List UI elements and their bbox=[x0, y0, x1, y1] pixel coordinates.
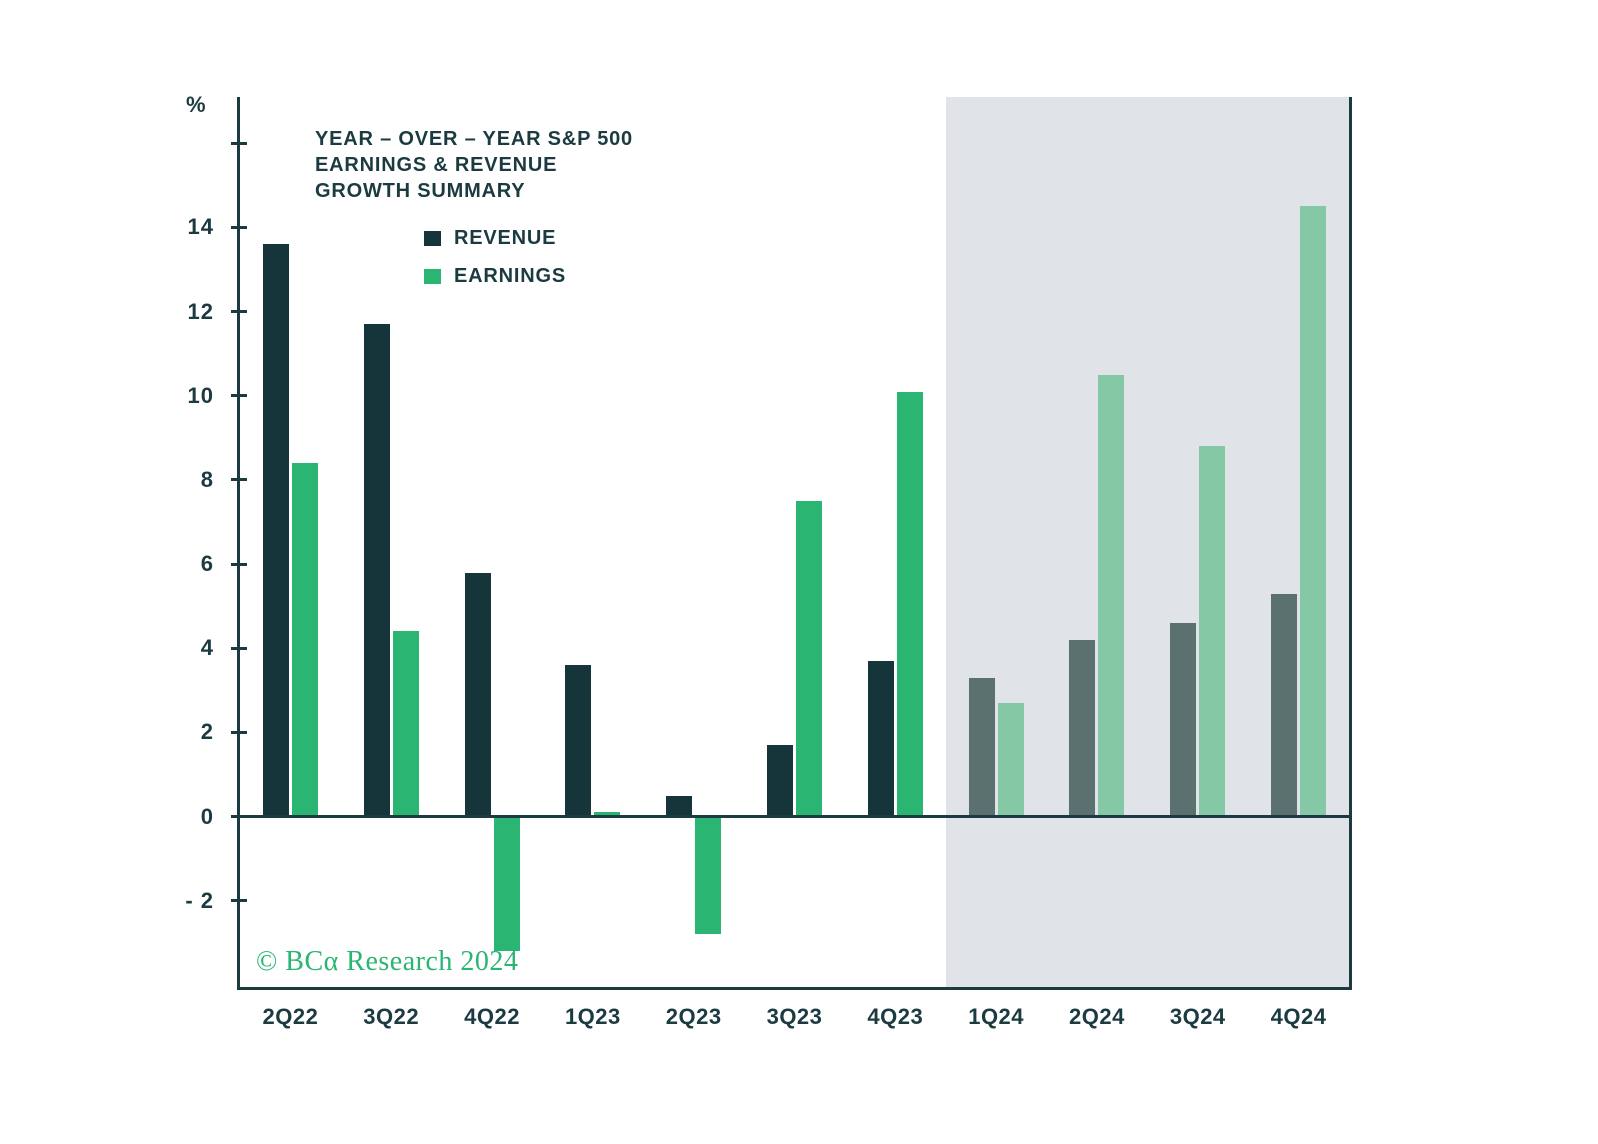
bar-revenue-3Q23 bbox=[767, 745, 793, 817]
y-tick-label-2: 2 bbox=[200, 719, 214, 745]
y-tick-label-0: 0 bbox=[200, 803, 214, 829]
bar-revenue-1Q23 bbox=[565, 665, 592, 817]
y-tick-label-14: 14 bbox=[187, 214, 214, 240]
bar-revenue-2Q22 bbox=[262, 244, 289, 817]
x-axis-label-4Q24: 4Q24 bbox=[1270, 1004, 1327, 1029]
y-tick-16 bbox=[231, 141, 247, 145]
x-axis-label-3Q23: 3Q23 bbox=[766, 1004, 823, 1029]
y-tick-14 bbox=[231, 225, 247, 229]
y-tick--2 bbox=[231, 899, 247, 903]
bar-revenue-2Q24 bbox=[1069, 639, 1096, 817]
chart-title-line-2: EARNINGS & REVENUE bbox=[315, 154, 558, 176]
bar-earnings-3Q24 bbox=[1199, 446, 1226, 817]
bar-earnings-2Q24 bbox=[1098, 374, 1125, 817]
zero-axis-line bbox=[240, 815, 1349, 819]
y-tick-10 bbox=[231, 394, 247, 398]
y-tick-label-4: 4 bbox=[200, 635, 214, 661]
bar-earnings-3Q23 bbox=[796, 500, 822, 817]
legend-label-revenue: REVENUE bbox=[454, 227, 557, 249]
legend-item-earnings: EARNINGS bbox=[424, 265, 566, 288]
y-tick-label--2: - 2 bbox=[185, 887, 214, 913]
y-tick-12 bbox=[231, 310, 247, 314]
chart-title-line-1: YEAR – OVER – YEAR S&P 500 bbox=[315, 128, 633, 150]
revenue-swatch-icon bbox=[424, 231, 441, 246]
y-tick-6 bbox=[231, 562, 247, 566]
bar-earnings-3Q22 bbox=[392, 631, 419, 817]
bar-earnings-1Q24 bbox=[997, 702, 1024, 817]
bar-earnings-1Q23 bbox=[594, 812, 621, 817]
bar-revenue-4Q24 bbox=[1271, 593, 1298, 817]
plot-area: 14 12 10 8 6 4 2 0 - 2 2Q22 3Q22 4Q22 1Q23 2Q23 3Q23 4Q… bbox=[185, 97, 1352, 1029]
legend-label-earnings: EARNINGS bbox=[454, 265, 566, 287]
x-axis-label-1Q23: 1Q23 bbox=[564, 1004, 621, 1029]
y-axis-unit-label: % bbox=[186, 92, 206, 117]
x-axis-label-4Q23: 4Q23 bbox=[867, 1004, 924, 1029]
copyright: © BCα Research 2024 bbox=[256, 946, 519, 977]
chart-title: YEAR – OVER – YEAR S&P 500 EARNINGS & RE… bbox=[315, 126, 633, 204]
legend-item-revenue: REVENUE bbox=[424, 227, 566, 250]
bar-earnings-4Q24 bbox=[1300, 206, 1327, 817]
x-axis-label-2Q22: 2Q22 bbox=[262, 1004, 319, 1029]
bar-revenue-1Q24 bbox=[968, 677, 995, 817]
x-axis-label-3Q22: 3Q22 bbox=[363, 1004, 420, 1029]
bar-revenue-4Q23 bbox=[867, 660, 894, 817]
forecast-region bbox=[945, 97, 1349, 987]
x-axis-label-2Q23: 2Q23 bbox=[665, 1004, 722, 1029]
x-axis-label-2Q24: 2Q24 bbox=[1069, 1004, 1125, 1029]
bar-earnings-2Q22 bbox=[291, 463, 318, 817]
y-tick-0 bbox=[231, 815, 247, 819]
earnings-swatch-icon bbox=[424, 269, 441, 284]
bar-revenue-4Q22 bbox=[464, 572, 491, 817]
bar-earnings-2Q23 bbox=[695, 816, 722, 935]
x-axis-label-3Q24: 3Q24 bbox=[1169, 1004, 1226, 1029]
chart-title-line-3: GROWTH SUMMARY bbox=[315, 180, 526, 202]
y-tick-label-6: 6 bbox=[200, 551, 214, 577]
bar-revenue-2Q23 bbox=[666, 795, 693, 817]
y-tick-label-10: 10 bbox=[187, 382, 214, 408]
bar-revenue-3Q24 bbox=[1170, 623, 1197, 817]
y-tick-4 bbox=[231, 646, 247, 650]
bar-earnings-4Q22 bbox=[493, 816, 520, 952]
bar-earnings-4Q23 bbox=[896, 391, 923, 817]
bar-revenue-3Q22 bbox=[363, 324, 390, 817]
x-axis-label-1Q24: 1Q24 bbox=[968, 1004, 1025, 1029]
x-axis-label-4Q22: 4Q22 bbox=[464, 1004, 520, 1029]
y-tick-label-8: 8 bbox=[200, 466, 214, 492]
y-tick-label-12: 12 bbox=[187, 298, 214, 324]
y-tick-2 bbox=[231, 730, 247, 734]
legend: REVENUE EARNINGS bbox=[424, 227, 566, 303]
y-tick-8 bbox=[231, 478, 247, 482]
